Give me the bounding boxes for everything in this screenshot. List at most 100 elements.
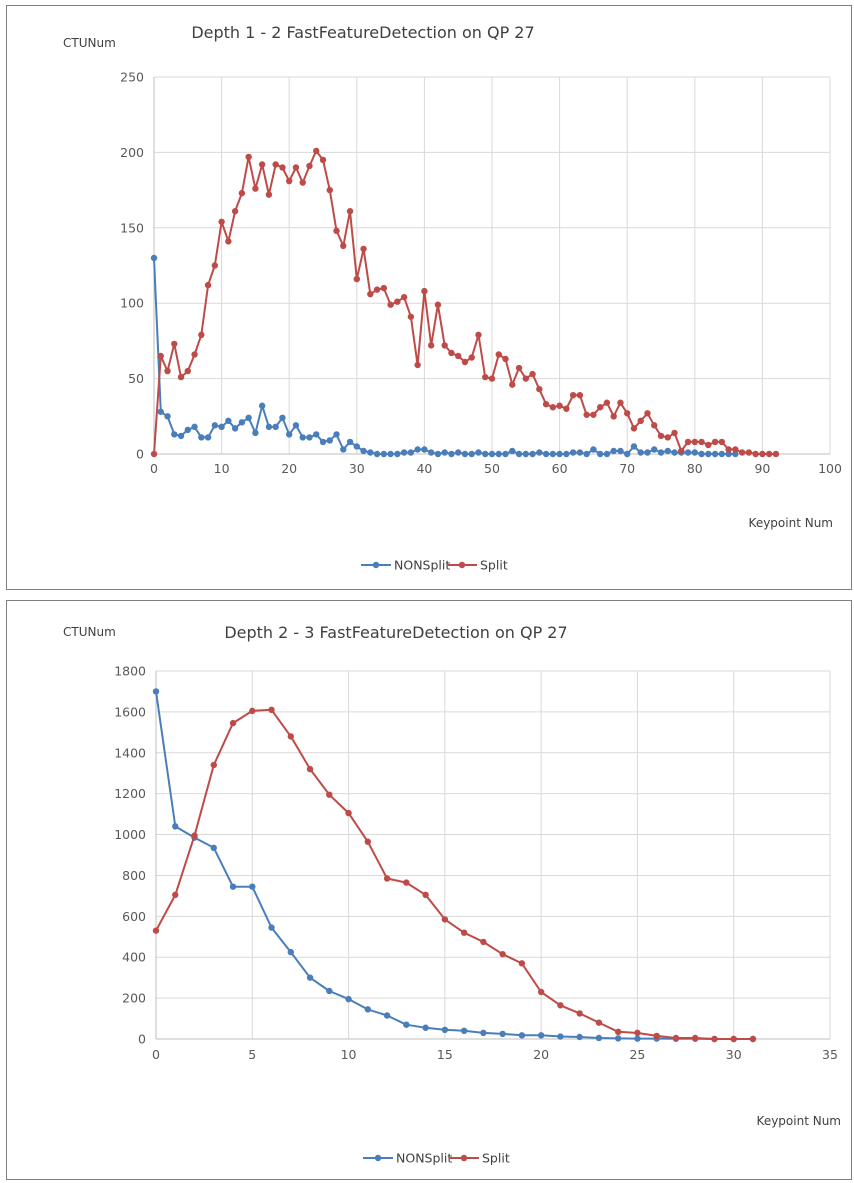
data-point-split	[212, 262, 218, 268]
data-point-split	[502, 356, 508, 362]
data-point-split	[293, 164, 299, 170]
data-point-split	[354, 276, 360, 282]
data-point-nonsplit	[644, 449, 650, 455]
data-point-nonsplit	[191, 424, 197, 430]
data-point-split	[279, 164, 285, 170]
data-point-nonsplit	[245, 415, 251, 421]
x-tick-label: 50	[484, 461, 500, 476]
data-point-split	[384, 875, 390, 881]
data-point-split	[313, 148, 319, 154]
data-point-split	[306, 163, 312, 169]
x-tick-label: 10	[341, 1047, 357, 1062]
data-point-nonsplit	[499, 1031, 505, 1037]
data-point-nonsplit	[638, 449, 644, 455]
data-point-split	[550, 404, 556, 410]
data-point-nonsplit	[205, 434, 211, 440]
data-point-nonsplit	[185, 427, 191, 433]
data-point-nonsplit	[232, 425, 238, 431]
data-point-split	[638, 418, 644, 424]
data-point-split	[408, 314, 414, 320]
data-point-split	[570, 392, 576, 398]
data-point-nonsplit	[577, 449, 583, 455]
data-point-nonsplit	[293, 422, 299, 428]
data-point-nonsplit	[712, 451, 718, 457]
data-point-nonsplit	[651, 446, 657, 452]
data-point-nonsplit	[631, 443, 637, 449]
legend-label-split: Split	[482, 1151, 510, 1166]
data-point-nonsplit	[327, 437, 333, 443]
legend-label-split: Split	[480, 558, 508, 573]
x-tick-label: 10	[214, 461, 230, 476]
y-tick-label: 150	[120, 220, 144, 235]
data-point-split	[442, 916, 448, 922]
data-point-split	[671, 430, 677, 436]
x-tick-label: 30	[726, 1047, 742, 1062]
data-point-nonsplit	[414, 446, 420, 452]
x-axis-label: Keypoint Num	[749, 516, 833, 530]
data-point-split	[191, 351, 197, 357]
data-point-split	[469, 354, 475, 360]
series-line-split	[154, 151, 776, 454]
data-point-split	[583, 412, 589, 418]
data-point-split	[198, 332, 204, 338]
data-point-split	[685, 439, 691, 445]
data-point-split	[712, 439, 718, 445]
data-point-split	[624, 410, 630, 416]
y-tick-label: 250	[120, 70, 144, 85]
data-point-nonsplit	[394, 451, 400, 457]
legend-marker-nonsplit	[373, 562, 379, 568]
data-point-split	[327, 187, 333, 193]
data-point-nonsplit	[218, 424, 224, 430]
data-point-nonsplit	[469, 451, 475, 457]
data-point-split	[172, 892, 178, 898]
data-point-split	[509, 381, 515, 387]
data-point-nonsplit	[259, 403, 265, 409]
data-point-split	[523, 375, 529, 381]
data-point-nonsplit	[576, 1034, 582, 1040]
data-point-split	[576, 1010, 582, 1016]
series-line-nonsplit	[156, 691, 753, 1039]
data-point-split	[268, 707, 274, 713]
data-point-split	[577, 392, 583, 398]
data-point-nonsplit	[288, 949, 294, 955]
data-point-split	[489, 375, 495, 381]
x-axis-label: Keypoint Num	[757, 1114, 841, 1128]
data-point-nonsplit	[556, 451, 562, 457]
data-point-nonsplit	[461, 1028, 467, 1034]
data-point-split	[326, 791, 332, 797]
data-point-split	[347, 208, 353, 214]
data-point-split	[557, 1002, 563, 1008]
data-point-split	[158, 353, 164, 359]
x-tick-label: 100	[818, 461, 842, 476]
data-point-nonsplit	[158, 409, 164, 415]
data-point-nonsplit	[529, 451, 535, 457]
data-point-nonsplit	[320, 439, 326, 445]
data-point-split	[499, 951, 505, 957]
data-point-nonsplit	[615, 1035, 621, 1041]
data-point-split	[538, 989, 544, 995]
data-point-nonsplit	[333, 431, 339, 437]
data-point-split	[365, 839, 371, 845]
data-point-nonsplit	[306, 434, 312, 440]
data-point-split	[421, 288, 427, 294]
data-point-nonsplit	[279, 415, 285, 421]
data-point-nonsplit	[550, 451, 556, 457]
data-point-split	[218, 219, 224, 225]
data-point-split	[367, 291, 373, 297]
data-point-nonsplit	[198, 434, 204, 440]
data-point-nonsplit	[719, 451, 725, 457]
data-point-split	[320, 157, 326, 163]
x-tick-label: 80	[687, 461, 703, 476]
x-tick-label: 60	[552, 461, 568, 476]
data-point-nonsplit	[705, 451, 711, 457]
chart-panel-depth-1-2: 0 50 100 150 200 250 0 10 20 30 40 50 60 70 80 90 100 Dep…	[6, 5, 852, 590]
y-tick-label: 0	[136, 447, 144, 462]
data-point-split	[692, 439, 698, 445]
data-point-split	[536, 386, 542, 392]
chart-title: Depth 2 - 3 FastFeatureDetection on QP 2…	[224, 623, 567, 642]
data-point-nonsplit	[516, 451, 522, 457]
x-tick-label: 40	[416, 461, 432, 476]
data-point-split	[259, 161, 265, 167]
data-point-nonsplit	[286, 431, 292, 437]
data-point-nonsplit	[671, 449, 677, 455]
